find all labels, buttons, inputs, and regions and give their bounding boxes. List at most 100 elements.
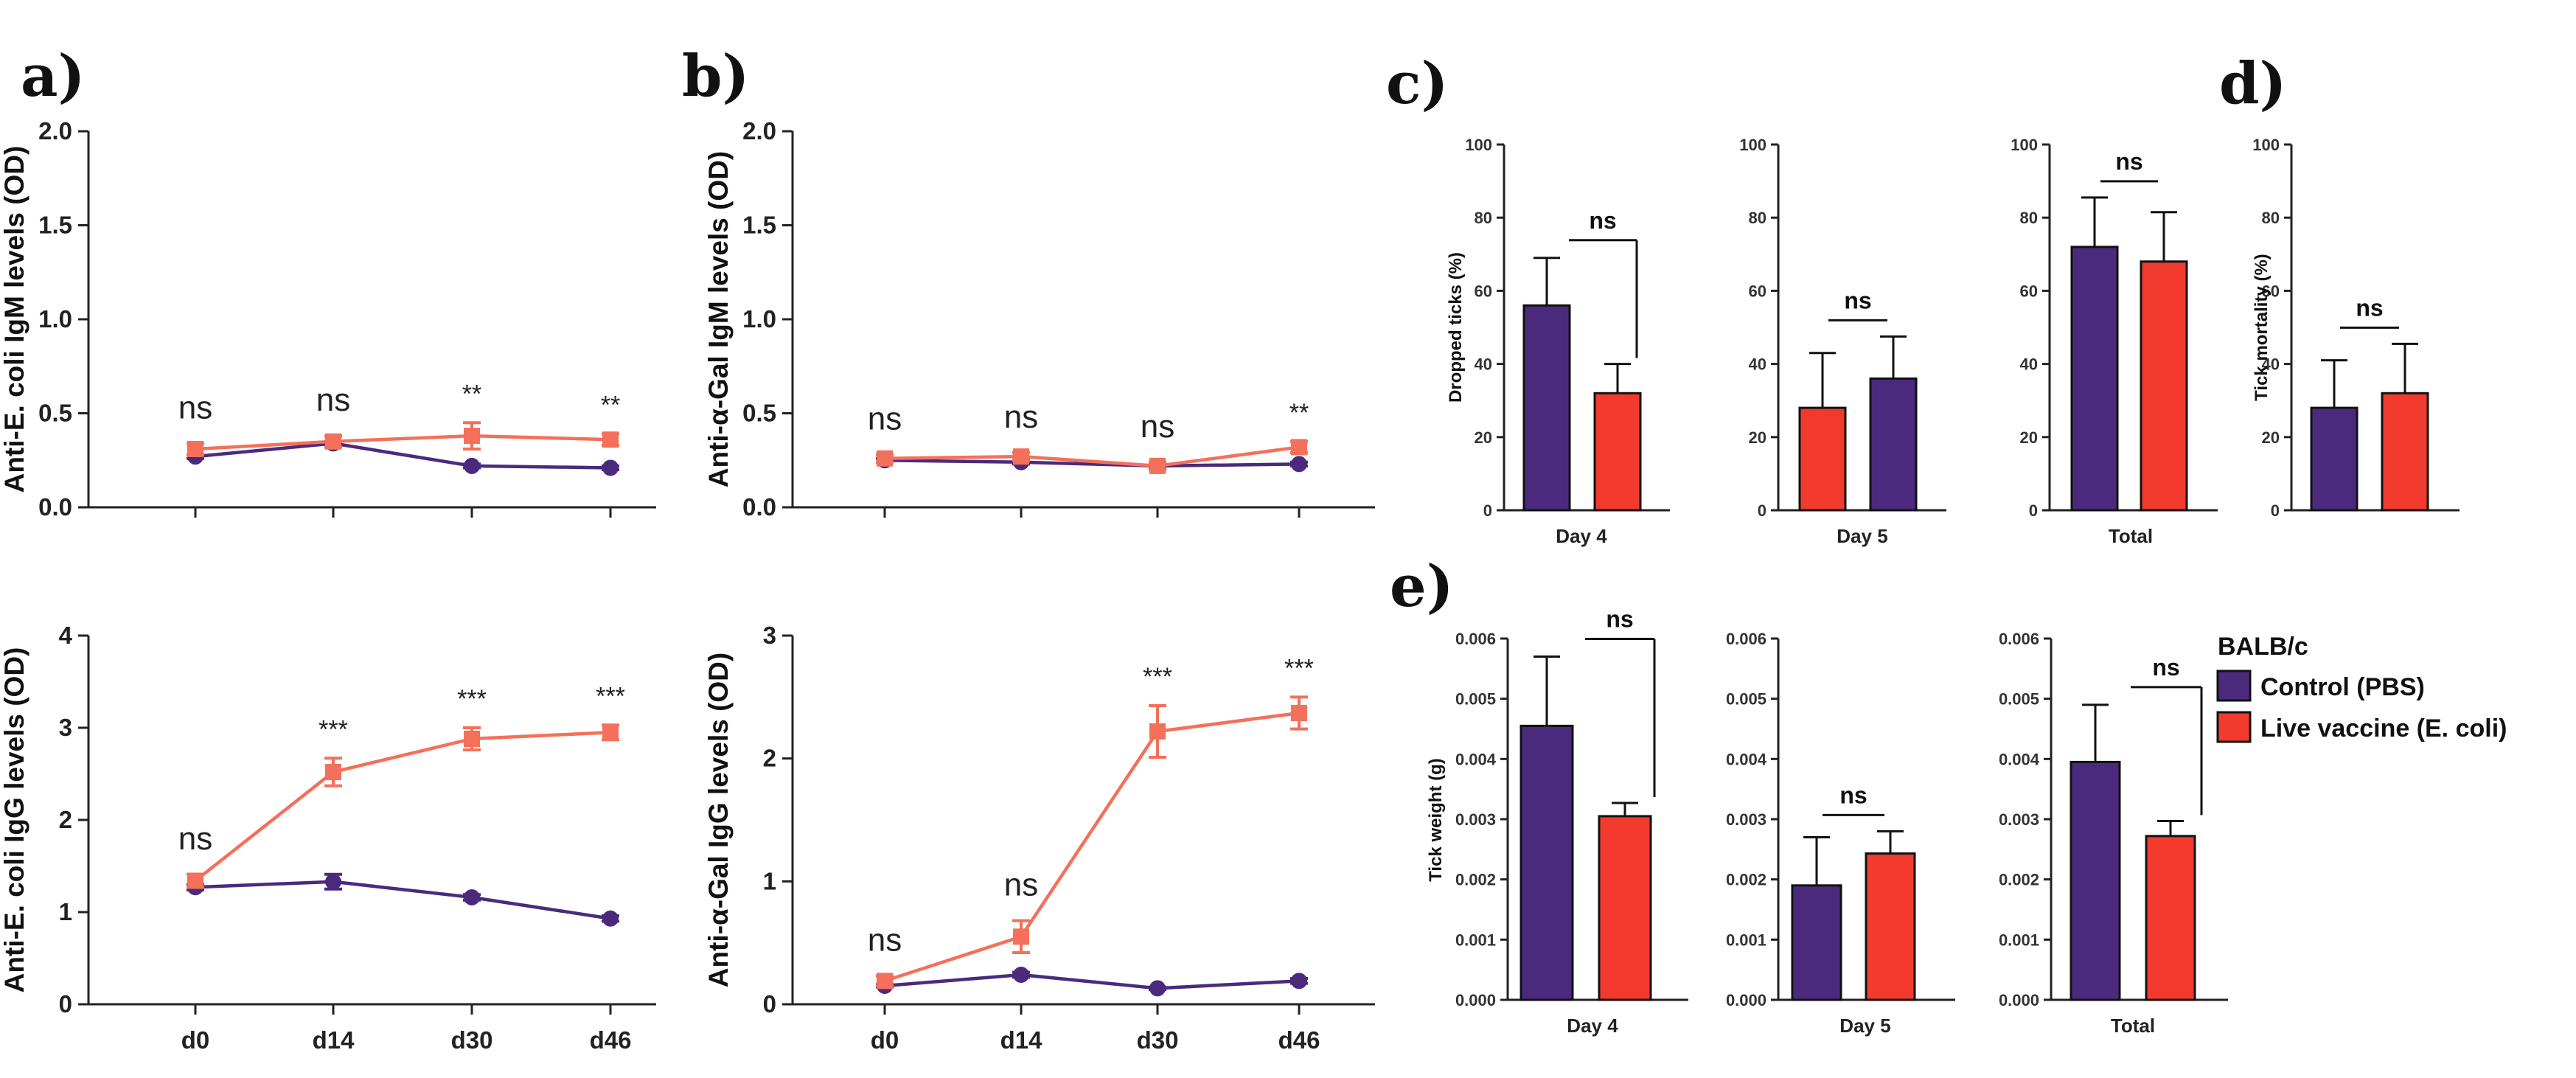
chart-b-igm: 0.0 0.5 1.0 1.5 2.0 Anti-α-Gal IgM levels (OD… [703,117,1375,521]
data-point-d0 [187,872,203,889]
y-tick-label: 0.001 [1999,931,2039,949]
data-point-d0 [877,973,893,990]
x-tick-label-d30: d30 [451,1026,493,1054]
y-tick-label: 0.004 [1999,750,2040,768]
y-tick-label: 1 [59,898,72,925]
panel-label-c: c) [1386,50,1448,117]
significance-label: *** [596,682,625,710]
bar-1 [1791,884,1842,1001]
y-tick-label: 40 [2020,355,2038,374]
x-tick-label-d46: d46 [590,1026,632,1054]
y-tick-label: 0.001 [1455,931,1496,949]
y-tick-label: 0 [2029,501,2038,520]
y-tick-label: 40 [1475,355,1492,374]
bar-2 [2140,260,2188,512]
data-point-d30 [464,457,480,474]
legend-swatch-vaccine [2216,711,2252,743]
data-point-d30 [1149,980,1166,997]
data-point-d14 [325,873,341,890]
y-tick-label: 20 [2262,428,2280,447]
y-tick-label: 0.005 [1455,690,1496,709]
data-point-d46 [602,459,619,476]
y-tick-label: 1 [763,867,776,894]
data-point-d46 [602,724,619,741]
y-tick-label: 0.006 [1726,630,1766,648]
y-tick-label: 0.000 [1455,991,1496,1009]
x-tick-label-d0: d0 [181,1026,210,1054]
y-axis-title: Tick weight (g) [1426,758,1446,882]
chart-b-igg: 0 1 2 3 d0 d14 d30 d46 Anti-α-Gal IgG levels (OD… [703,622,1375,1054]
data-point-d14 [1013,928,1029,945]
x-tick-label-d14: d14 [1000,1026,1043,1054]
y-tick-label: 0.005 [1726,690,1766,709]
series-line-live-vaccine-e-coli [884,445,1300,468]
chart-a-igg: 0 1 2 3 4 d0 d14 d30 d46 Anti-E. coli IgG levels … [0,622,656,1054]
series-line-control-pbs [195,880,611,920]
significance-label: ns [868,401,902,437]
legend-title: BALB/c [2218,633,2308,661]
significance-label: ns [2152,654,2179,681]
y-tick-label: 100 [2252,136,2280,154]
legend-swatch-control [2216,670,2252,702]
y-tick-label: 60 [2262,282,2280,300]
significance-label: ns [1141,408,1174,445]
data-point-d46 [602,910,619,927]
bar-1 [2310,406,2359,512]
y-tick-label: 0 [763,990,776,1018]
y-tick-label: 2.0 [38,117,72,145]
y-tick-label: 60 [1749,282,1766,300]
x-axis-title: Total [2109,525,2153,547]
significance-label: ** [601,392,620,420]
bar-1 [1522,304,1571,512]
y-tick-label: 60 [2020,282,2038,300]
bar-1 [2070,246,2119,512]
y-tick-label: 0.003 [1726,810,1766,829]
y-tick-label: 0.006 [1455,630,1496,648]
panel-label-a: a) [21,43,85,110]
data-point-d46 [1291,705,1307,721]
data-point-d14 [1013,448,1029,465]
y-tick-label: 0.0 [38,493,72,521]
y-tick-label: 0.004 [1726,750,1767,768]
y-tick-label: 0.000 [1726,991,1766,1009]
y-axis-title: Anti-α-Gal IgG levels (OD) [703,653,734,987]
chart-c-total: 0 20 40 60 80 100 Total ns [2011,136,2218,547]
legend-label-control: Control (PBS) [2260,673,2425,701]
x-axis-title: Day 4 [1556,525,1607,547]
significance-label: ns [1606,606,1633,633]
y-tick-label: 0 [59,990,72,1018]
significance-label: ns [178,821,212,857]
y-tick-label: 0.001 [1726,931,1766,949]
chart-c-day4: 0 20 40 60 80 100 Dropped ticks (%) Day 4 ns [1446,136,1670,547]
y-tick-label: 0 [2271,501,2280,520]
series-line-control-pbs [195,442,611,470]
y-tick-label: 80 [1749,209,1766,227]
y-tick-label: 0.006 [1999,630,2039,648]
bar-1 [1798,406,1847,512]
significance-label: ns [2115,148,2142,175]
y-tick-label: 3 [59,714,72,741]
chart-e-day5: 0.000 0.001 0.002 0.003 0.004 0.005 0.006 Day 5… [1726,630,1955,1037]
y-tick-label: 0.004 [1455,750,1497,768]
y-tick-label: 80 [2020,209,2038,227]
y-tick-label: 0.0 [742,493,776,521]
legend: BALB/c Control (PBS) Live vaccine (E. co… [2216,633,2507,743]
y-tick-label: 1.5 [742,212,776,239]
bar-2 [1865,852,1916,1001]
y-tick-label: 3 [763,622,776,649]
y-tick-label: 80 [1475,209,1492,227]
y-axis-title: Dropped ticks (%) [1446,252,1466,403]
y-tick-label: 0.003 [1455,810,1496,829]
y-tick-label: 0.5 [38,400,72,427]
data-point-d30 [464,428,480,445]
x-tick-label-d14: d14 [313,1026,355,1054]
significance-label: ns [178,389,212,425]
data-point-d46 [1291,973,1307,990]
legend-label-vaccine: Live vaccine (E. coli) [2260,714,2507,743]
data-point-d14 [1013,967,1029,983]
data-point-d14 [325,764,341,780]
data-point-d46 [1291,439,1307,456]
data-point-d30 [1149,723,1166,740]
y-tick-label: 0 [1483,501,1492,520]
